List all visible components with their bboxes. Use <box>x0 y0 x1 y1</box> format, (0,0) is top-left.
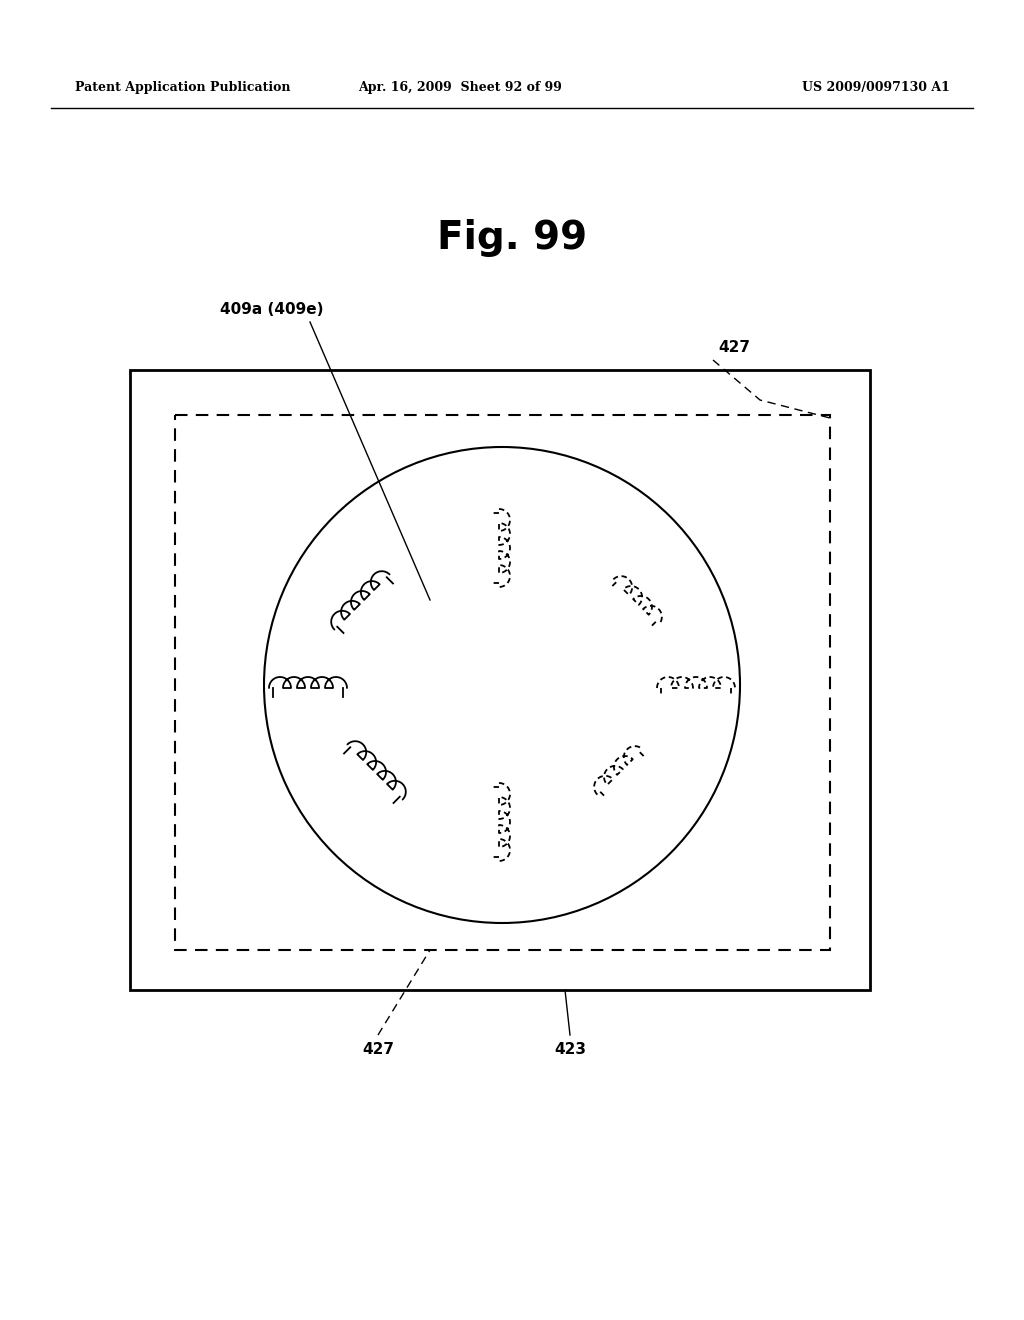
Bar <box>130 370 870 990</box>
Text: Apr. 16, 2009  Sheet 92 of 99: Apr. 16, 2009 Sheet 92 of 99 <box>358 82 562 95</box>
Text: 427: 427 <box>718 341 750 355</box>
Text: Patent Application Publication: Patent Application Publication <box>75 82 291 95</box>
Text: 427: 427 <box>362 1043 394 1057</box>
Text: 423: 423 <box>554 1043 586 1057</box>
Bar <box>175 414 830 950</box>
Text: US 2009/0097130 A1: US 2009/0097130 A1 <box>802 82 950 95</box>
Text: 409a (409e): 409a (409e) <box>220 302 324 318</box>
Text: Fig. 99: Fig. 99 <box>437 219 587 257</box>
